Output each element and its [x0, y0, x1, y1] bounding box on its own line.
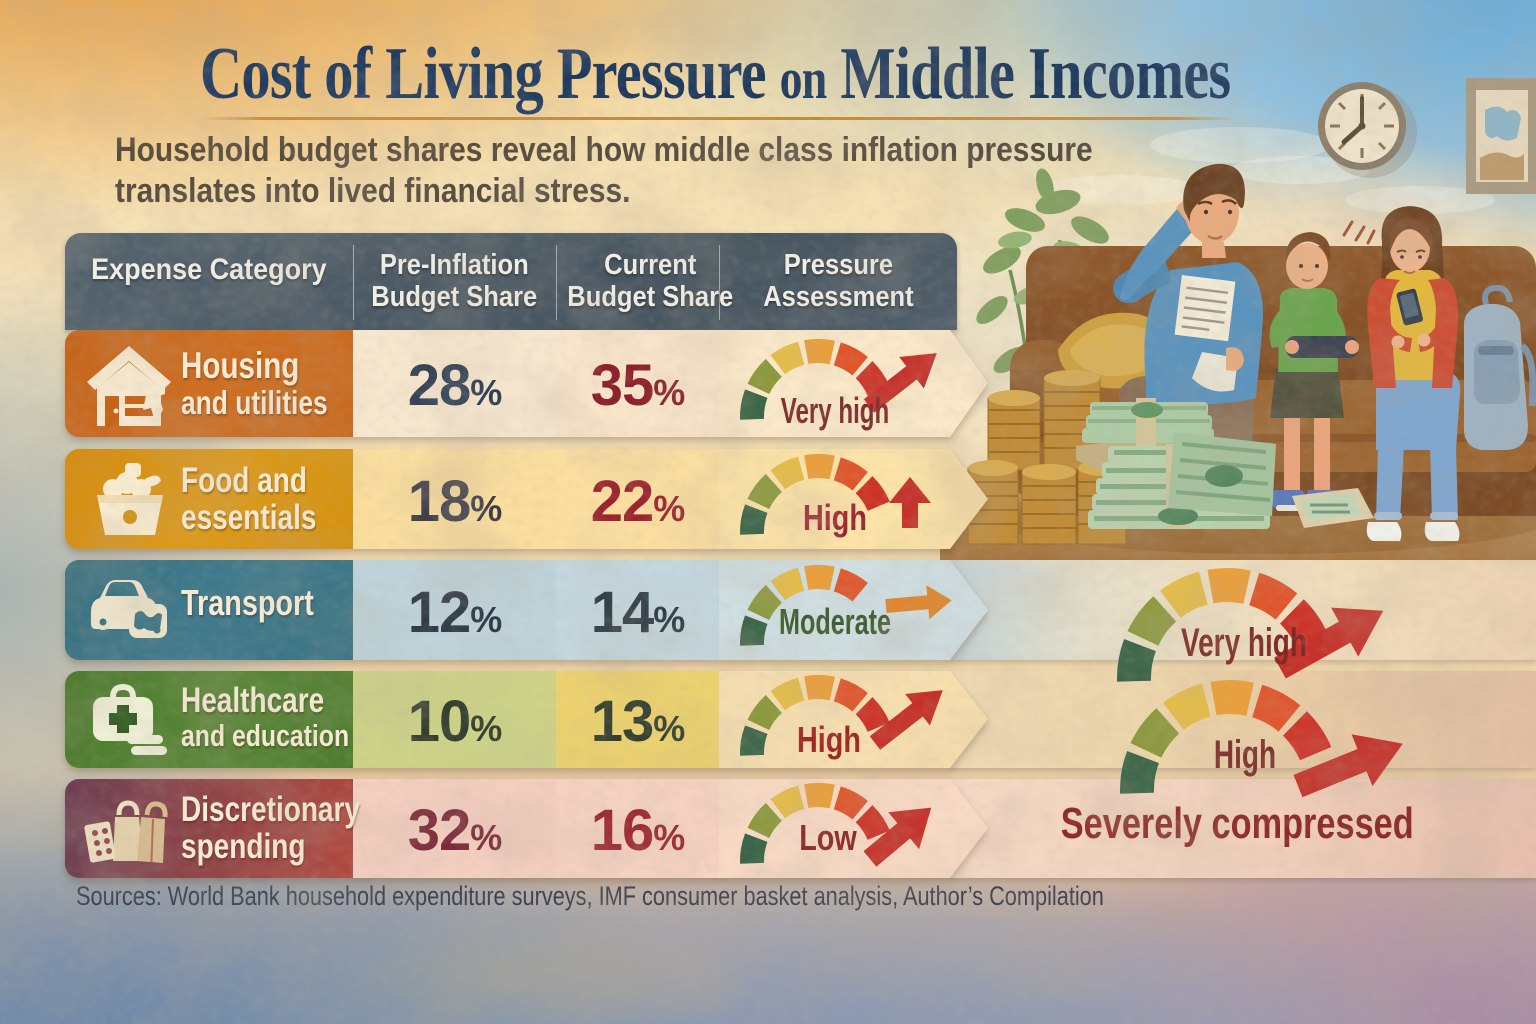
svg-text:Very high: Very high [781, 391, 890, 431]
svg-text:Very high: Very high [1181, 621, 1307, 665]
svg-text:Moderate: Moderate [779, 602, 891, 643]
svg-text:High: High [1214, 733, 1276, 777]
svg-text:High: High [803, 497, 867, 538]
svg-text:Low: Low [799, 817, 857, 858]
svg-text:High: High [797, 719, 861, 760]
